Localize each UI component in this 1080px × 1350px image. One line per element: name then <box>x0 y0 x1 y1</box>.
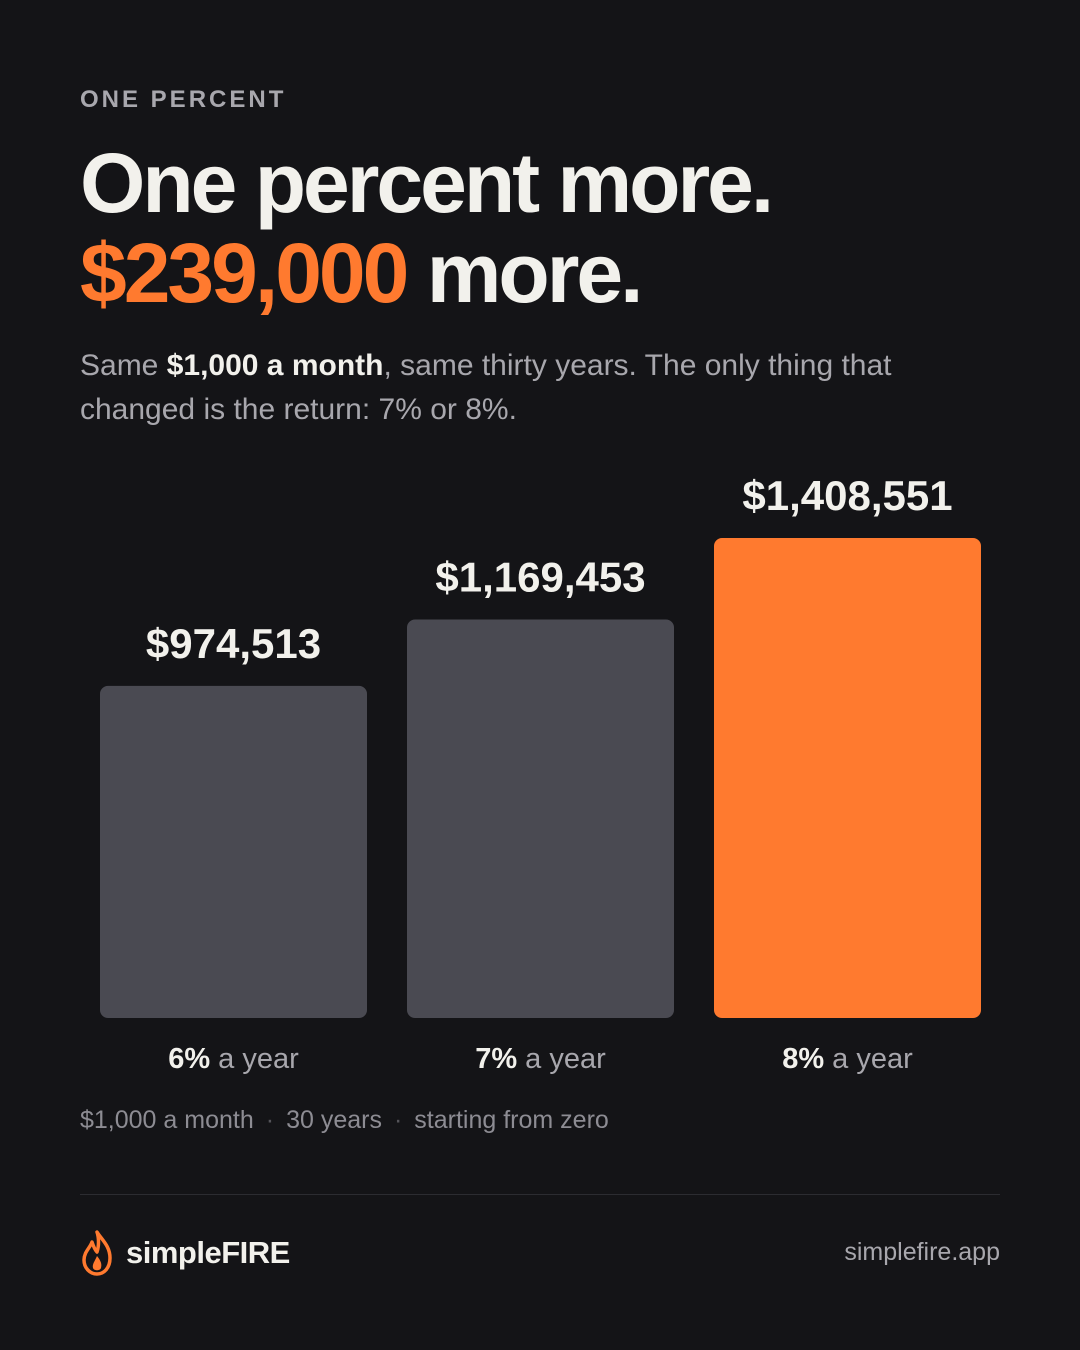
url: simplefire.app <box>844 1238 1000 1266</box>
bar <box>714 538 981 1018</box>
divider <box>80 1194 1000 1195</box>
value-label: $1,408,551 <box>742 472 952 519</box>
headline-line: One percent more. <box>80 136 774 230</box>
brand: simpleFIRE <box>80 1230 290 1276</box>
separator: · <box>393 1106 403 1134</box>
value-label: $1,169,453 <box>435 553 645 600</box>
separator: · <box>265 1106 275 1134</box>
value-label: $974,513 <box>146 620 321 667</box>
category-label: 8% a year <box>782 1043 913 1075</box>
subtitle-bold: $1,000 a month <box>166 349 384 382</box>
headline-rest: more. <box>426 226 644 320</box>
headline: One percent more. $239,000 more. <box>80 136 774 318</box>
kicker: ONE PERCENT <box>80 86 287 113</box>
category-label: 7% a year <box>475 1043 606 1075</box>
footnote: starting from zero <box>414 1106 609 1134</box>
headline-highlight: $239,000 <box>80 226 409 320</box>
category-note: a year <box>218 1043 299 1075</box>
category-rate: 6% <box>168 1043 210 1075</box>
footnotes: $1,000 a month · 30 years · starting from ze… <box>80 1106 609 1135</box>
category-rate: 8% <box>782 1043 824 1075</box>
subtitle-text: , same thirty years. The only thing that… <box>80 349 892 426</box>
category-note: a year <box>525 1043 606 1075</box>
brand-icon <box>82 1230 112 1276</box>
footnote: $1,000 a month <box>80 1106 254 1134</box>
category-rate: 7% <box>475 1043 517 1075</box>
category-label: 6% a year <box>168 1043 299 1075</box>
bar <box>407 619 674 1018</box>
footnote: 30 years <box>286 1106 382 1134</box>
subtitle: Same $1,000 a month, same thirty years. … <box>80 344 1000 432</box>
brand-name: simpleFIRE <box>126 1235 290 1270</box>
bar <box>100 685 367 1018</box>
headline-line: $239,000 more. <box>80 228 771 318</box>
category-note: a year <box>832 1043 913 1075</box>
subtitle-text: Same <box>80 349 159 382</box>
